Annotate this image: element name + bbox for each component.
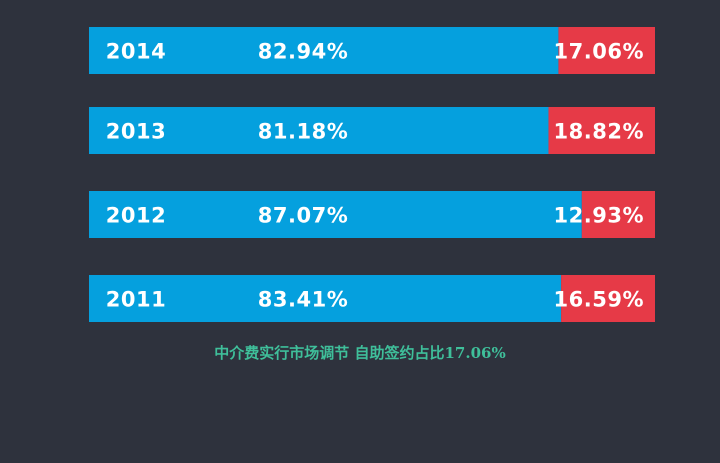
data-label-minor-2011: 16.59% xyxy=(554,288,644,312)
data-label-major-2014: 82.94% xyxy=(258,40,348,64)
bar-segment-major-2012 xyxy=(89,191,582,238)
bar-segment-major-2011 xyxy=(89,275,562,322)
category-label-2011: 2011 xyxy=(106,288,166,312)
bar-segment-minor-2011 xyxy=(561,275,655,322)
bar-segment-major-2013 xyxy=(89,107,549,154)
category-label-2012: 2012 xyxy=(106,204,166,228)
data-label-minor-2013: 18.82% xyxy=(554,120,644,144)
data-label-major-2011: 83.41% xyxy=(258,288,348,312)
data-label-minor-2014: 17.06% xyxy=(554,40,644,64)
bar-segment-minor-2013 xyxy=(548,107,655,154)
bar-segment-minor-2012 xyxy=(581,191,655,238)
bar-segment-major-2014 xyxy=(89,27,559,74)
category-label-2014: 2014 xyxy=(106,40,166,64)
bar-segment-minor-2014 xyxy=(558,27,655,74)
data-label-major-2013: 81.18% xyxy=(258,120,348,144)
data-label-minor-2012: 12.93% xyxy=(554,204,644,228)
chart-caption: 中介费实行市场调节 自助签约占比17.06% xyxy=(214,344,506,362)
category-label-2013: 2013 xyxy=(106,120,166,144)
data-label-major-2012: 87.07% xyxy=(258,204,348,228)
